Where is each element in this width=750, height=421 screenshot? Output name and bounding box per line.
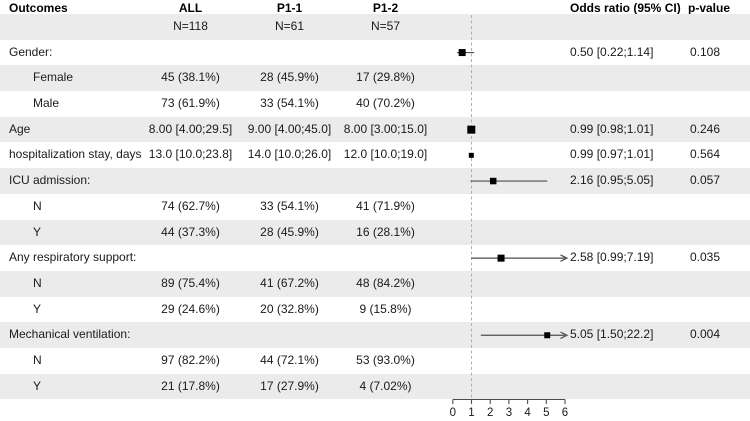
p1-1-value: 17 (27.9%) <box>260 378 319 393</box>
header-all: ALL <box>178 1 203 15</box>
p1-2-value: 53 (93.0%) <box>356 352 415 367</box>
table-row: Male 73 (61.9%) 33 (54.1%) 40 (70.2%) <box>0 91 750 117</box>
all-value: 8.00 [4.00;29.5] <box>148 121 233 136</box>
table-body: N=118 N=61 N=57 Gender: 0.50 [0.22;1.14]… <box>0 14 750 400</box>
outcome-label: N <box>33 352 42 367</box>
p1-1-value: 28 (45.9%) <box>260 224 319 239</box>
table-row: N 74 (62.7%) 33 (54.1%) 41 (71.9%) <box>0 194 750 220</box>
all-value: 21 (17.8%) <box>161 378 220 393</box>
p1-1-value: 33 (54.1%) <box>260 198 319 213</box>
outcome-label: Gender: <box>9 44 53 59</box>
p-value: 0.004 <box>690 327 721 342</box>
table-row: ICU admission: 2.16 [0.95;5.05] 0.057 <box>0 168 750 194</box>
p1-1-value: 44 (72.1%) <box>260 352 319 367</box>
p-value: 0.564 <box>690 147 721 162</box>
p1-1-value: 20 (32.8%) <box>260 301 319 316</box>
header-odds-ratio: Odds ratio (95% CI) <box>570 1 681 15</box>
axis-tick-label: 1 <box>468 407 474 419</box>
table-row: Age 8.00 [4.00;29.5] 9.00 [4.00;45.0] 8.… <box>0 116 750 143</box>
table-row: N 97 (82.2%) 44 (72.1%) 53 (93.0%) <box>0 348 750 374</box>
header-p1-1: P1-1 <box>276 1 303 15</box>
outcome-label: Female <box>33 70 74 85</box>
all-value: 45 (38.1%) <box>161 70 220 85</box>
outcome-label: Y <box>33 224 42 239</box>
outcome-label: Age <box>9 121 31 136</box>
p1-2-value: 8.00 [3.00;15.0] <box>343 121 428 136</box>
outcome-label: ICU admission: <box>9 173 91 188</box>
outcome-label: N <box>33 198 42 213</box>
table-row: Female 45 (38.1%) 28 (45.9%) 17 (29.8%) <box>0 65 750 92</box>
all-value: N=118 <box>173 19 208 33</box>
table-row: Y 44 (37.3%) 28 (45.9%) 16 (28.1%) <box>0 219 750 246</box>
p1-1-value: N=61 <box>274 19 305 33</box>
axis-tick-label: 2 <box>487 407 493 419</box>
all-value: 44 (37.3%) <box>161 224 220 239</box>
outcome-label: Y <box>33 378 42 393</box>
all-value: 29 (24.6%) <box>161 301 220 316</box>
header-p-value: p-value <box>688 1 731 15</box>
p1-1-value: 14.0 [10.0;26.0] <box>247 147 332 162</box>
table-header: Outcomes ALL P1-1 P1-2 Odds ratio (95% C… <box>0 0 750 15</box>
odds-ratio-value: 0.99 [0.98;1.01] <box>570 121 654 136</box>
table-row: N=118 N=61 N=57 <box>0 14 750 40</box>
all-value: 73 (61.9%) <box>161 96 220 111</box>
outcome-label: Any respiratory support: <box>9 250 137 265</box>
p-value: 0.108 <box>690 44 721 59</box>
p1-2-value: 41 (71.9%) <box>356 198 415 213</box>
p1-1-value: 41 (67.2%) <box>260 275 319 290</box>
outcome-label: Mechanical ventilation: <box>9 327 131 342</box>
odds-ratio-value: 0.50 [0.22;1.14] <box>570 44 654 59</box>
p-value: 0.246 <box>690 121 721 136</box>
p1-1-value: 9.00 [4.00;45.0] <box>247 121 332 136</box>
p1-2-value: 48 (84.2%) <box>356 275 415 290</box>
table-row: Any respiratory support: 2.58 [0.99;7.19… <box>0 245 750 271</box>
odds-ratio-value: 0.99 [0.97;1.01] <box>570 147 654 162</box>
table-row: hospitalization stay, days 13.0 [10.0;23… <box>0 142 750 168</box>
axis-tick-label: 5 <box>543 407 549 419</box>
table-row: Y 29 (24.6%) 20 (32.8%) 9 (15.8%) <box>0 297 750 323</box>
p1-2-value: 4 (7.02%) <box>359 378 412 393</box>
all-value: 89 (75.4%) <box>161 275 220 290</box>
outcome-label: N <box>33 275 42 290</box>
p1-2-value: 16 (28.1%) <box>356 224 415 239</box>
p1-2-value: 12.0 [10.0;19.0] <box>343 147 428 162</box>
outcome-label: hospitalization stay, days <box>9 147 142 162</box>
axis-tick-label: 6 <box>562 407 568 419</box>
header-outcomes: Outcomes <box>9 1 68 15</box>
all-value: 13.0 [10.0;23.8] <box>148 147 233 162</box>
all-value: 97 (82.2%) <box>161 352 220 367</box>
odds-ratio-value: 2.58 [0.99;7.19] <box>570 250 654 265</box>
p1-1-value: 33 (54.1%) <box>260 96 319 111</box>
axis-tick-label: 0 <box>450 407 456 419</box>
all-value: 74 (62.7%) <box>161 198 220 213</box>
p1-2-value: 17 (29.8%) <box>356 70 415 85</box>
p1-1-value: 28 (45.9%) <box>260 70 319 85</box>
table-row: Y 21 (17.8%) 17 (27.9%) 4 (7.02%) <box>0 373 750 400</box>
axis-tick-label: 3 <box>506 407 512 419</box>
p1-2-value: 40 (70.2%) <box>356 96 415 111</box>
axis-tick-label: 4 <box>524 407 531 419</box>
p1-2-value: N=57 <box>370 19 401 33</box>
odds-ratio-value: 5.05 [1.50;22.2] <box>570 327 654 342</box>
header-p1-2: P1-2 <box>372 1 399 15</box>
p-value: 0.035 <box>690 250 721 265</box>
p1-2-value: 9 (15.8%) <box>359 301 412 316</box>
table-row: N 89 (75.4%) 41 (67.2%) 48 (84.2%) <box>0 270 750 297</box>
outcome-label: Y <box>33 301 42 316</box>
odds-ratio-value: 2.16 [0.95;5.05] <box>570 173 654 188</box>
table-row: Gender: 0.50 [0.22;1.14] 0.108 <box>0 40 750 66</box>
table-row: Mechanical ventilation: 5.05 [1.50;22.2]… <box>0 322 750 348</box>
p-value: 0.057 <box>690 173 721 188</box>
outcome-label: Male <box>33 96 60 111</box>
